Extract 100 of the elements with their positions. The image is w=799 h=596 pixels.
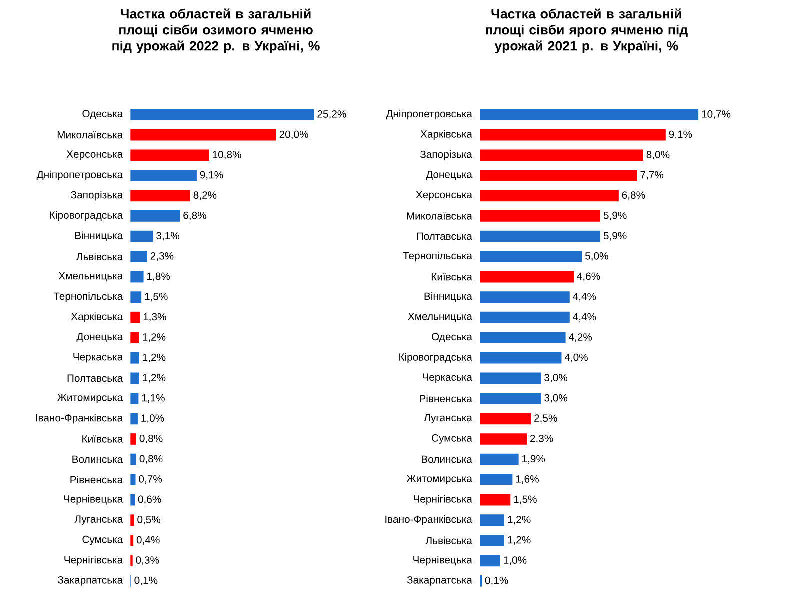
data-label: 1,3%	[144, 313, 166, 322]
y-tick-label: Сумська	[82, 536, 124, 546]
y-tick-label: Хмельницька	[58, 272, 124, 282]
bar	[130, 271, 144, 283]
data-label: 0,4%	[136, 536, 160, 545]
bar	[480, 434, 527, 445]
bar	[130, 210, 180, 222]
bar	[480, 271, 574, 283]
bar	[130, 150, 210, 162]
y-tick-label: Житомирська	[406, 475, 472, 484]
y-tick-label: Житомирська	[57, 394, 124, 404]
data-label: 0,1%	[485, 576, 508, 586]
bar	[480, 372, 542, 384]
bar	[130, 190, 190, 202]
bar	[480, 474, 513, 486]
y-tick-label: Київська	[82, 436, 124, 443]
y-tick-label: Харківська	[71, 312, 124, 322]
data-label: 0,3%	[136, 556, 160, 566]
bar	[130, 129, 276, 141]
data-label: 10,8%	[213, 151, 242, 160]
data-label: 6,8%	[184, 212, 206, 221]
data-label: 4,0%	[564, 354, 588, 362]
data-label: 4,4%	[573, 313, 596, 322]
bar	[130, 393, 139, 404]
bar	[130, 251, 148, 262]
y-tick-label: Івано-Франківська	[36, 414, 124, 424]
data-label: 6,8%	[622, 192, 646, 200]
data-label: 7,7%	[640, 171, 664, 180]
bar	[480, 292, 570, 303]
bar	[130, 109, 314, 120]
data-label: 4,4%	[573, 293, 596, 302]
data-label: 3,1%	[156, 232, 180, 241]
y-tick-label: Рівненська	[420, 394, 472, 403]
data-label: 1,2%	[508, 536, 531, 545]
data-label: 0,8%	[140, 434, 163, 444]
bar	[130, 352, 140, 364]
y-tick-label: Чернівецька	[64, 495, 124, 505]
data-label: 1,0%	[504, 556, 527, 566]
data-label: 2,5%	[534, 414, 558, 424]
y-tick-label: Чернігівська	[414, 495, 472, 505]
bar	[480, 150, 644, 162]
data-label: 8,0%	[646, 151, 670, 160]
data-label: 1,2%	[143, 354, 166, 362]
y-tick-label: Херсонська	[66, 150, 124, 160]
data-label: 9,1%	[669, 130, 692, 140]
y-tick-label: Полтавська	[417, 232, 472, 240]
bar	[130, 454, 136, 466]
y-tick-label: Київська	[432, 273, 472, 281]
y-tick-label: Івано-Франківська	[386, 516, 472, 526]
y-tick-label: Черкаська	[423, 374, 472, 384]
bar	[130, 434, 136, 445]
data-label: 8,2%	[194, 192, 217, 200]
y-tick-label: Дніпропетровська	[36, 170, 124, 180]
data-label: 0,7%	[139, 476, 162, 484]
bar	[130, 372, 140, 384]
y-tick-label: Кіровоградська	[400, 353, 472, 363]
bar	[480, 332, 566, 344]
chart-title: Частка областей в загальній площі сівби ярого ячменю під урожай 2021 р. в Україні, %	[486, 8, 688, 54]
data-label: 1,2%	[508, 516, 531, 525]
bar	[480, 210, 601, 222]
data-label: 1,5%	[145, 293, 168, 302]
data-label: 0,6%	[138, 496, 162, 504]
bar	[130, 332, 140, 344]
y-tick-label: Харківська	[420, 130, 472, 140]
data-label: 0,8%	[140, 455, 163, 464]
y-tick-label: Дніпропетровська	[386, 110, 472, 120]
bar	[130, 514, 134, 526]
data-label: 1,5%	[514, 496, 537, 504]
data-label: 4,2%	[568, 334, 592, 342]
data-label: 1,2%	[143, 334, 166, 342]
bar	[480, 109, 699, 120]
y-tick-label: Одеська	[82, 110, 124, 120]
y-tick-label: Луганська	[74, 516, 124, 525]
bar	[480, 393, 542, 404]
y-tick-label: Хмельницька	[408, 312, 472, 322]
data-label: 25,2%	[318, 110, 346, 120]
data-label: 10,7%	[702, 110, 731, 120]
y-tick-label: Кіровоградська	[50, 211, 124, 222]
bar	[480, 352, 562, 364]
data-label: 0,1%	[134, 576, 158, 586]
y-tick-label: Закарпатська	[407, 576, 472, 586]
bar	[480, 413, 532, 425]
y-tick-label: Львівська	[426, 536, 472, 544]
y-tick-label: Вінницька	[75, 232, 124, 242]
y-tick-label: Одеська	[432, 333, 472, 343]
data-label: 1,8%	[148, 272, 170, 282]
bar	[130, 170, 197, 182]
y-tick-label: Чернівецька	[414, 556, 472, 566]
data-label: 1,6%	[516, 476, 539, 484]
y-tick-label: Сумська	[432, 434, 472, 444]
data-label: 20,0%	[280, 130, 308, 140]
data-label: 1,0%	[142, 414, 164, 424]
data-label: 1,9%	[522, 455, 546, 464]
y-tick-label: Запорізька	[71, 191, 124, 201]
y-tick-label: Волинська	[422, 456, 472, 464]
bar	[480, 190, 619, 202]
y-tick-label: Миколаївська	[58, 131, 124, 139]
y-tick-label: Тернопільська	[54, 292, 124, 302]
data-label: 5,0%	[586, 252, 608, 262]
data-label: 5,9%	[604, 232, 627, 241]
